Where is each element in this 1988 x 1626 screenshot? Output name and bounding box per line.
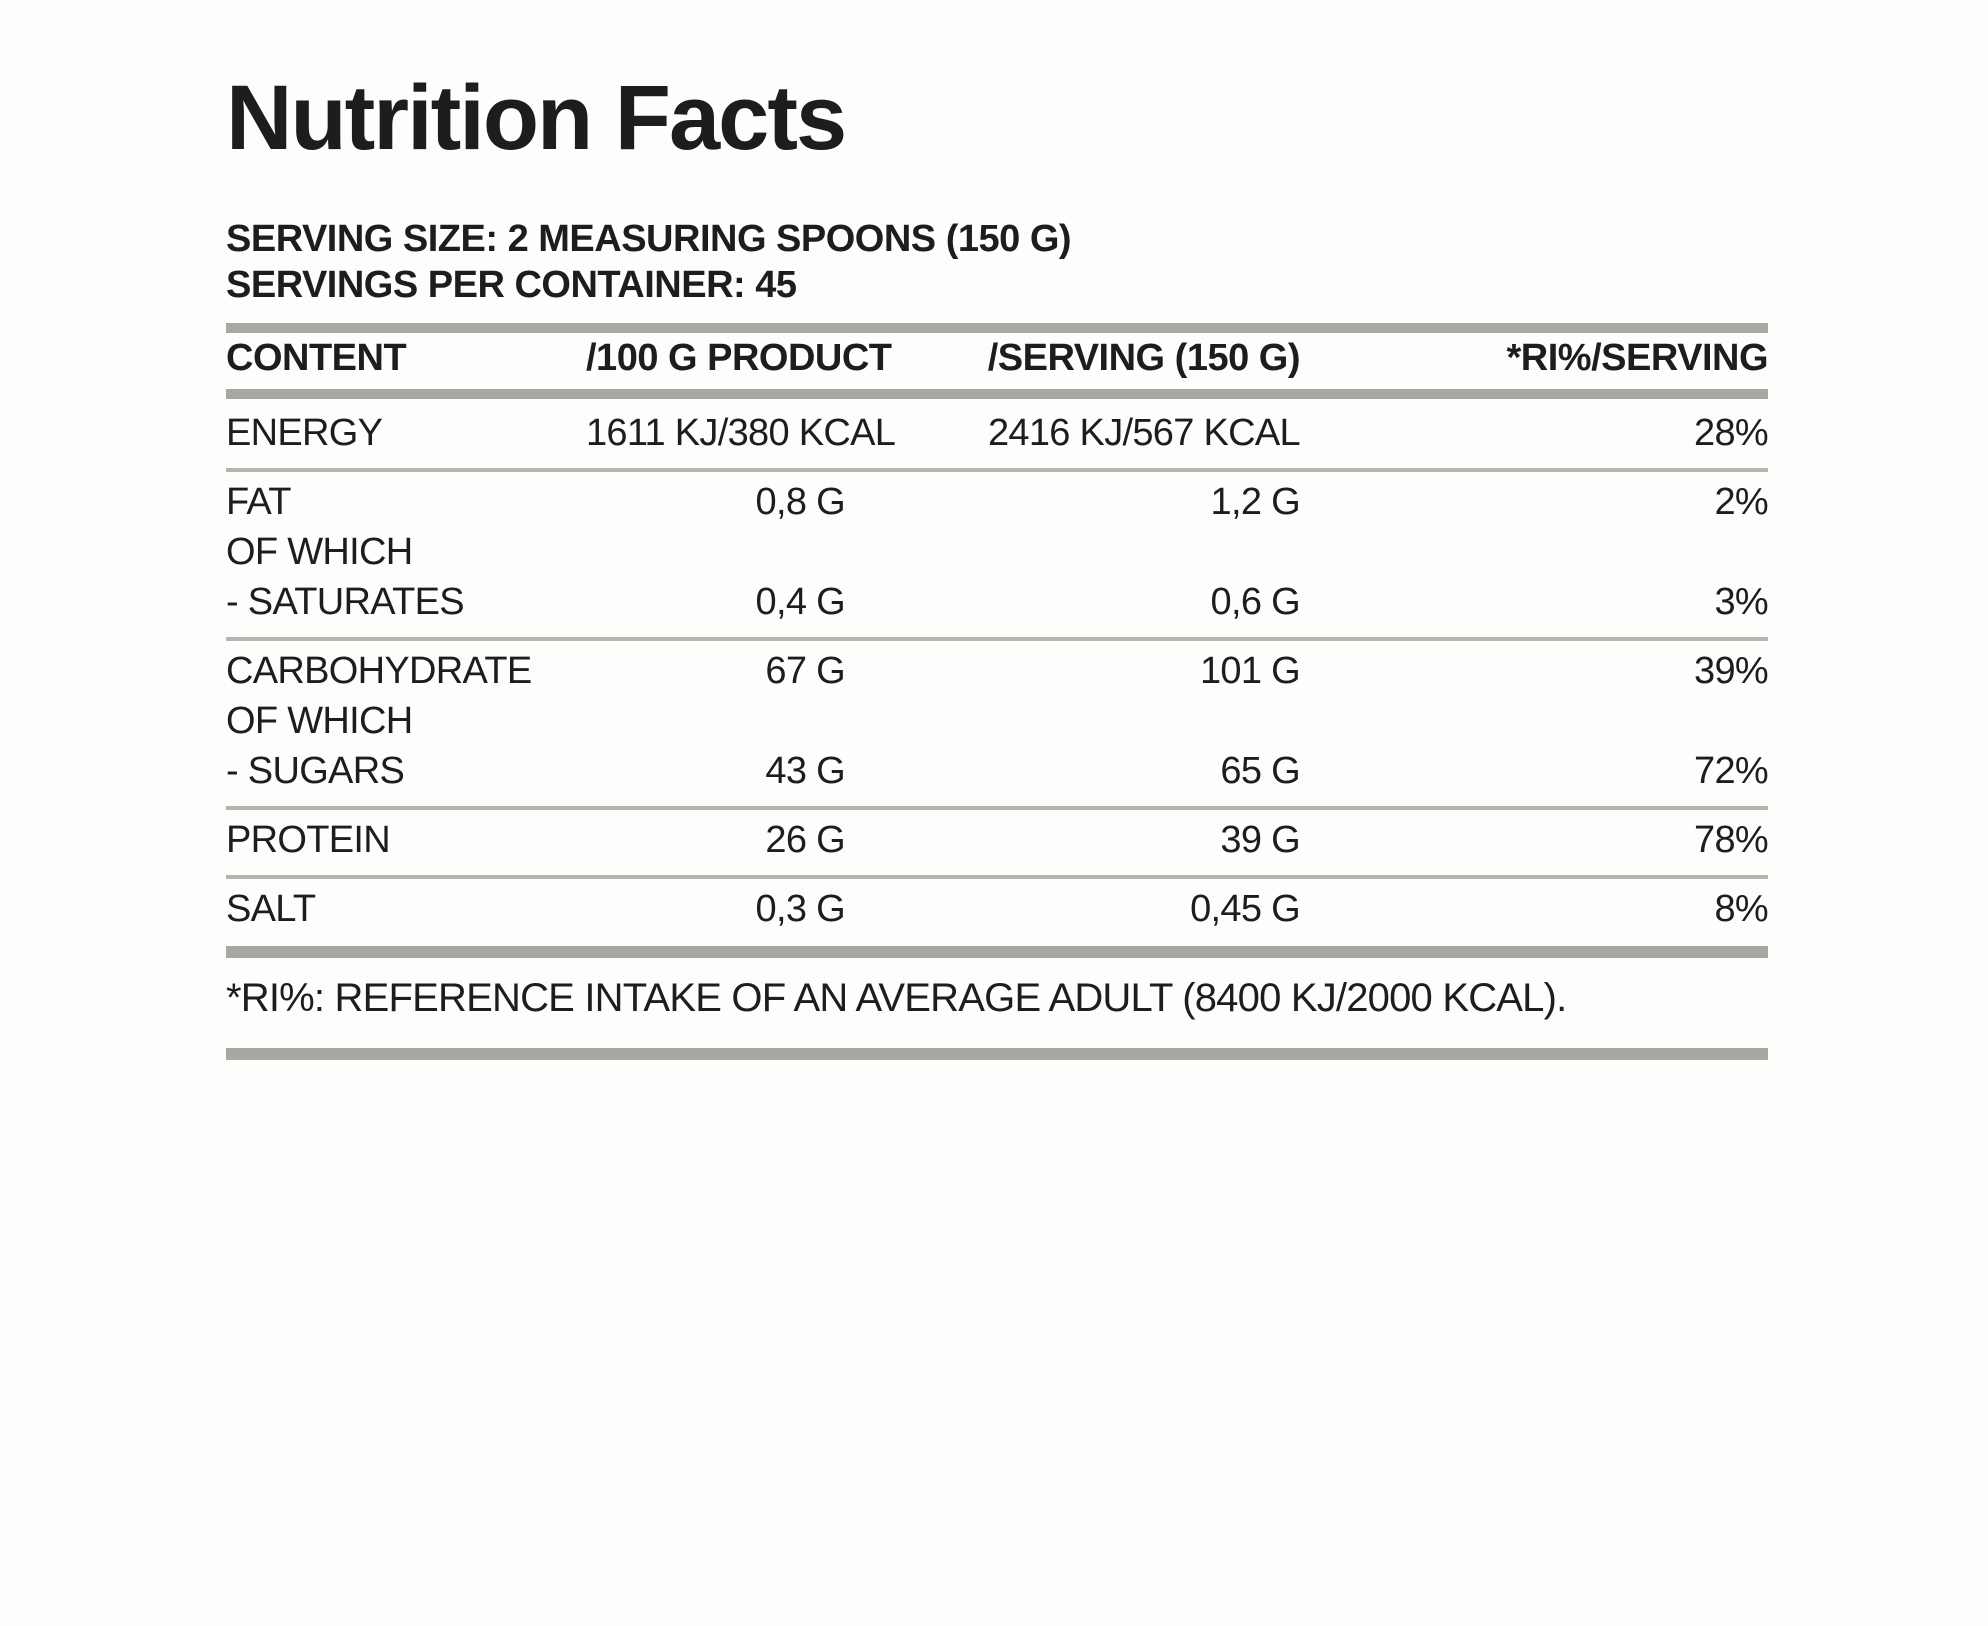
value-per-serving: 39 G bbox=[1220, 819, 1300, 861]
nutrient-name: PROTEIN bbox=[226, 819, 391, 861]
table-top-bar bbox=[226, 323, 1768, 333]
nutrient-name: OF WHICH bbox=[226, 531, 413, 573]
value-per-100g: 0,8 G bbox=[755, 481, 846, 523]
column-header-per-100g: /100 G PRODUCT bbox=[586, 337, 892, 379]
value-per-serving: 1,2 G bbox=[1210, 481, 1301, 523]
value-per-serving: 0,6 G bbox=[1210, 581, 1301, 623]
nutrient-name: - SUGARS bbox=[226, 750, 405, 792]
table-row: ENERGY 1611 KJ/380 KCAL 2416 KJ/567 KCAL… bbox=[226, 408, 1769, 458]
value-ri-percent: 3% bbox=[1714, 581, 1768, 623]
column-header-per-serving: /SERVING (150 G) bbox=[987, 337, 1301, 379]
page-title: Nutrition Facts bbox=[226, 67, 847, 169]
nutrient-name: CARBOHYDRATE bbox=[226, 650, 532, 692]
reference-intake-footnote: *RI%: REFERENCE INTAKE OF AN AVERAGE ADU… bbox=[226, 976, 1567, 1020]
value-per-100g: 43 G bbox=[765, 750, 845, 792]
row-divider bbox=[226, 468, 1768, 472]
nutrient-name: - SATURATES bbox=[226, 581, 465, 623]
value-per-serving: 65 G bbox=[1220, 750, 1300, 792]
table-row: OF WHICH bbox=[226, 696, 1768, 746]
value-ri-percent: 28% bbox=[1694, 412, 1769, 454]
table-row: OF WHICH bbox=[226, 527, 1768, 577]
serving-size-line: SERVING SIZE: 2 MEASURING SPOONS (150 G) bbox=[226, 218, 1072, 260]
value-per-serving: 101 G bbox=[1199, 650, 1301, 692]
table-header-row: CONTENT /100 G PRODUCT /SERVING (150 G) … bbox=[226, 336, 1769, 380]
value-ri-percent: 2% bbox=[1714, 481, 1768, 523]
column-header-ri-per-serving: *RI%/SERVING bbox=[1506, 337, 1769, 379]
servings-per-container-line: SERVINGS PER CONTAINER: 45 bbox=[226, 264, 797, 306]
nutrient-name: FAT bbox=[226, 481, 291, 523]
table-row: CARBOHYDRATE 67 G 101 G 39% bbox=[226, 646, 1769, 696]
table-bottom-bar bbox=[226, 946, 1768, 958]
value-ri-percent: 8% bbox=[1714, 888, 1768, 930]
value-per-serving: 0,45 G bbox=[1190, 888, 1301, 930]
value-ri-percent: 39% bbox=[1694, 650, 1769, 692]
value-per-100g: 67 G bbox=[765, 650, 845, 692]
nutrient-name: SALT bbox=[226, 888, 316, 930]
serving-info: SERVING SIZE: 2 MEASURING SPOONS (150 G)… bbox=[226, 216, 1768, 308]
table-row: PROTEIN 26 G 39 G 78% bbox=[226, 815, 1769, 865]
value-per-100g: 26 G bbox=[765, 819, 845, 861]
table-body: ENERGY 1611 KJ/380 KCAL 2416 KJ/567 KCAL… bbox=[226, 408, 1769, 934]
value-ri-percent: 78% bbox=[1694, 819, 1769, 861]
table-row: SALT 0,3 G 0,45 G 8% bbox=[226, 884, 1769, 934]
value-ri-percent: 72% bbox=[1694, 750, 1769, 792]
value-per-serving: 2416 KJ/567 KCAL bbox=[987, 412, 1301, 454]
value-per-100g: 0,3 G bbox=[755, 888, 846, 930]
table-row: FAT 0,8 G 1,2 G 2% bbox=[226, 477, 1769, 527]
value-per-100g: 1611 KJ/380 KCAL bbox=[586, 412, 896, 454]
row-divider bbox=[226, 806, 1768, 810]
column-header-content: CONTENT bbox=[226, 337, 407, 379]
row-divider bbox=[226, 875, 1768, 879]
row-divider bbox=[226, 637, 1768, 641]
table-row: - SATURATES 0,4 G 0,6 G 3% bbox=[226, 577, 1769, 627]
nutrient-name: OF WHICH bbox=[226, 700, 413, 742]
label-end-bar bbox=[226, 1048, 1768, 1060]
value-per-100g: 0,4 G bbox=[755, 581, 846, 623]
table-header-bottom-bar bbox=[226, 389, 1768, 399]
nutrition-label: Nutrition Facts SERVING SIZE: 2 MEASURIN… bbox=[226, 0, 1769, 1060]
nutrient-name: ENERGY bbox=[226, 412, 383, 454]
table-row: - SUGARS 43 G 65 G 72% bbox=[226, 746, 1769, 796]
